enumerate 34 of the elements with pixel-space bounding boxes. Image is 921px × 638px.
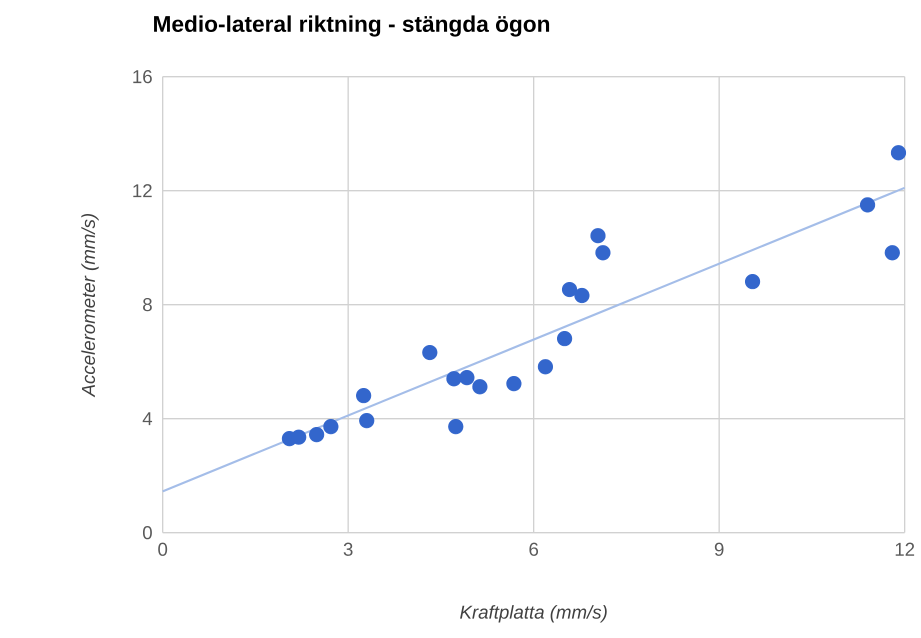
x-tick-label: 6: [529, 542, 538, 556]
point: [890, 145, 906, 160]
y-tick-label: 8: [143, 298, 152, 312]
point: [562, 282, 578, 298]
x-axis-title: Kraftplatta (mm/s): [460, 605, 607, 622]
x-tick-label: 0: [158, 542, 168, 556]
point: [744, 274, 760, 290]
point: [884, 245, 900, 260]
point: [459, 370, 474, 386]
point: [574, 288, 590, 304]
point: [291, 430, 306, 445]
point: [506, 376, 522, 392]
x-tick-label: 9: [714, 542, 724, 556]
point: [595, 245, 611, 260]
point: [309, 427, 324, 442]
y-tick-label: 0: [142, 526, 152, 540]
y-tick-label: 4: [142, 412, 152, 426]
point: [356, 388, 372, 404]
point: [323, 419, 338, 434]
point: [860, 197, 876, 213]
x-tick-label: 12: [896, 542, 914, 556]
point: [556, 330, 572, 346]
point: [448, 419, 464, 434]
point: [359, 413, 374, 428]
point: [590, 228, 606, 244]
point: [446, 371, 462, 386]
point: [422, 344, 438, 360]
y-axis-title: Accelerometer (mm/s): [81, 214, 99, 398]
y-tick-label: 12: [133, 184, 152, 198]
point: [538, 359, 554, 374]
point: [472, 379, 488, 394]
x-tick-label: 3: [344, 542, 353, 556]
y-tick-label: 16: [133, 70, 152, 84]
chart-title: Medio-lateral riktning - stängda ögon: [154, 15, 550, 37]
